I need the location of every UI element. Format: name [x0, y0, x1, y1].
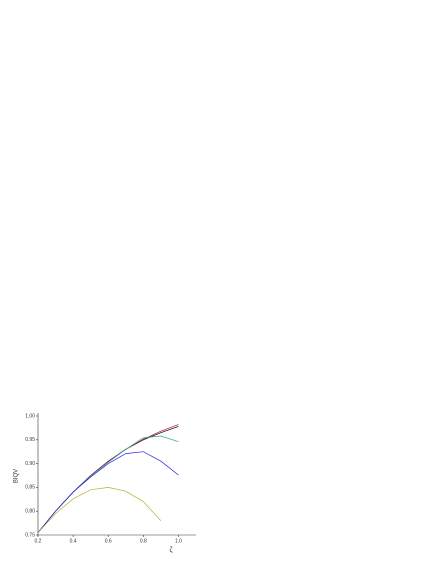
x-tick-label: 0.8 — [140, 538, 147, 544]
series-line — [37, 435, 179, 533]
x-tick-label: 0.4 — [70, 538, 77, 544]
x-axis-label: ζ — [169, 547, 172, 554]
x-tick-label: 0.6 — [105, 538, 112, 544]
y-tick-label: 0.85 — [25, 485, 35, 491]
y-tick-label: 0.75 — [25, 532, 35, 538]
y-tick-label: 0.95 — [25, 437, 35, 443]
series-line — [37, 451, 179, 533]
y-tick-label: 0.80 — [25, 509, 35, 515]
series-line — [37, 487, 162, 533]
y-tick-label: 1.00 — [25, 413, 35, 419]
x-tick-label: 0.2 — [35, 538, 42, 544]
y-tick-label: 0.90 — [25, 461, 35, 467]
x-tick-label: 1.0 — [175, 538, 182, 544]
y-axis-label: BIQV — [14, 469, 20, 483]
